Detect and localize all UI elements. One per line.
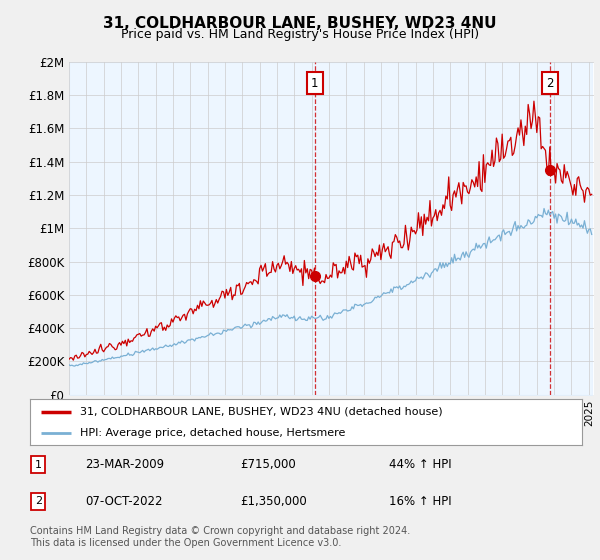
Text: 2: 2 xyxy=(35,496,42,506)
Text: 07-OCT-2022: 07-OCT-2022 xyxy=(85,494,163,508)
Text: Price paid vs. HM Land Registry's House Price Index (HPI): Price paid vs. HM Land Registry's House … xyxy=(121,28,479,41)
Text: £1,350,000: £1,350,000 xyxy=(240,494,307,508)
Text: 2: 2 xyxy=(547,77,554,90)
Text: 16% ↑ HPI: 16% ↑ HPI xyxy=(389,494,451,508)
Text: 44% ↑ HPI: 44% ↑ HPI xyxy=(389,458,451,472)
Text: 23-MAR-2009: 23-MAR-2009 xyxy=(85,458,164,472)
Text: 1: 1 xyxy=(35,460,42,470)
Text: HPI: Average price, detached house, Hertsmere: HPI: Average price, detached house, Hert… xyxy=(80,428,345,438)
Text: Contains HM Land Registry data © Crown copyright and database right 2024.
This d: Contains HM Land Registry data © Crown c… xyxy=(30,526,410,548)
Text: 1: 1 xyxy=(311,77,319,90)
Text: £715,000: £715,000 xyxy=(240,458,296,472)
Text: 31, COLDHARBOUR LANE, BUSHEY, WD23 4NU (detached house): 31, COLDHARBOUR LANE, BUSHEY, WD23 4NU (… xyxy=(80,407,442,417)
Text: 31, COLDHARBOUR LANE, BUSHEY, WD23 4NU: 31, COLDHARBOUR LANE, BUSHEY, WD23 4NU xyxy=(103,16,497,31)
